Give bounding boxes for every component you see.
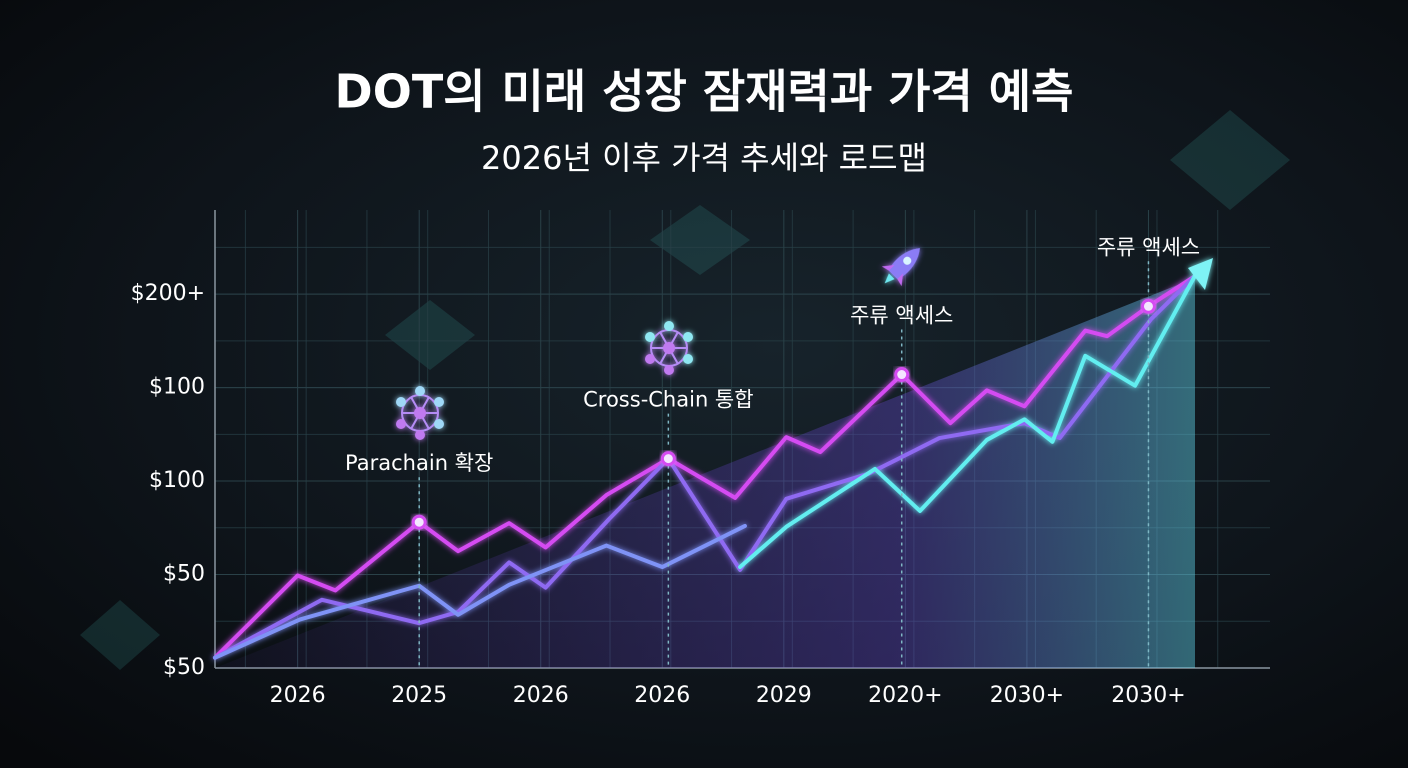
network-icon [396,386,444,440]
x-tick-label: 2026 [270,683,326,708]
network-icon [645,321,693,375]
series-line [213,523,747,660]
chart-subtitle: 2026년 이후 가격 추세와 로드맵 [481,139,927,177]
annotation-label: Cross-Chain 통합 [583,388,753,412]
x-tick-label: 2020+ [868,683,942,708]
trend-arrow [1188,258,1213,290]
annotation-marker [660,451,676,467]
series-line [213,274,1197,660]
x-tick-label: 2025 [391,683,447,708]
series-line [213,274,1197,660]
x-tick-label: 2026 [513,683,569,708]
annotation-label: 주류 액세스 [850,304,953,328]
y-tick-label: $50 [163,655,205,680]
annotation-label: 주류 액세스 [1097,235,1200,259]
y-tick-label: $50 [163,562,205,587]
x-tick-label: 2026 [634,683,690,708]
y-tick-label: $100 [149,375,205,400]
series-line [738,274,1197,570]
x-tick-label: 2030+ [990,683,1064,708]
annotation-marker [411,514,427,530]
rocket-icon [881,248,920,287]
x-tick-label: 2030+ [1111,683,1185,708]
annotation-label: Parachain 확장 [345,451,493,475]
annotation-marker [894,367,910,383]
area-glow [215,278,1195,668]
y-tick-label: $200+ [131,281,205,306]
x-tick-label: 2029 [756,683,812,708]
decor-diamonds [80,110,1290,670]
annotation-marker [1140,298,1156,314]
chart-title: DOT의 미래 성장 잠재력과 가격 예측 [335,65,1074,119]
y-tick-label: $100 [149,468,205,493]
